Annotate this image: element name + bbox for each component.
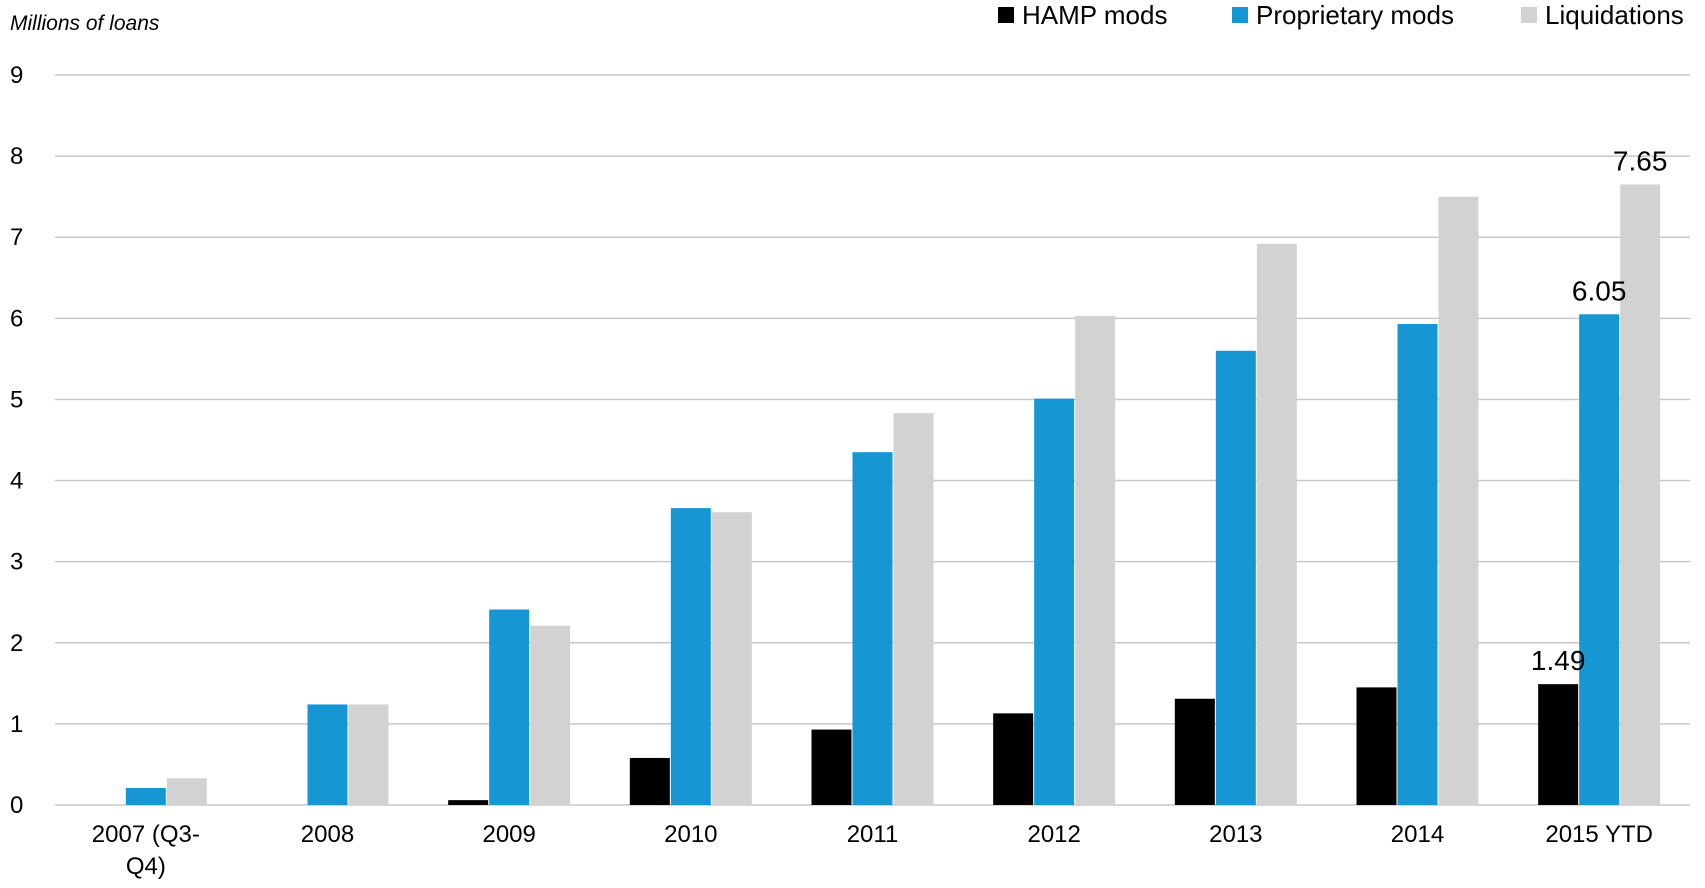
y-axis-ticks: 0 1 2 3 4 5 6 7 8 9 <box>10 62 23 819</box>
bar <box>1397 324 1438 805</box>
data-labels: 1.49 6.05 7.65 <box>1531 146 1668 677</box>
data-label: 1.49 <box>1531 645 1586 676</box>
y-tick-label: 0 <box>10 792 23 819</box>
bars <box>125 184 1661 805</box>
y-tick-label: 6 <box>10 305 23 332</box>
x-tick-label: 2015 YTD <box>1545 821 1653 848</box>
bar <box>1579 314 1620 805</box>
bar <box>1174 698 1215 805</box>
bar <box>125 787 166 805</box>
x-tick-label: 2008 <box>301 821 354 848</box>
legend-label: Liquidations <box>1545 0 1684 30</box>
bar <box>893 413 934 805</box>
bar <box>852 452 893 805</box>
bar <box>670 508 711 805</box>
bar <box>348 704 389 805</box>
bar <box>1356 687 1397 805</box>
bar <box>1620 184 1661 805</box>
bar <box>1538 684 1579 805</box>
x-tick-label: 2009 <box>482 821 535 848</box>
x-tick-label-line: 2011 <box>847 821 899 848</box>
y-tick-label: 7 <box>10 224 23 251</box>
data-label: 6.05 <box>1572 275 1627 306</box>
y-axis-label: Millions of loans <box>10 12 160 35</box>
x-tick-label: 2012 <box>1027 821 1080 848</box>
legend-label: HAMP mods <box>1022 0 1167 30</box>
legend-label: Proprietary mods <box>1256 0 1454 30</box>
bar <box>1215 350 1256 805</box>
y-tick-label: 5 <box>10 386 23 413</box>
x-tick-label-line: Q4) <box>126 853 166 880</box>
bar <box>448 800 489 805</box>
x-tick-label-line: 2013 <box>1209 821 1262 848</box>
y-tick-label: 1 <box>10 711 23 738</box>
bar <box>1034 398 1075 805</box>
x-tick-label-line: 2015 YTD <box>1545 821 1653 848</box>
bar <box>993 713 1034 805</box>
x-tick-label: 2014 <box>1391 821 1444 848</box>
x-tick-label: 2010 <box>664 821 717 848</box>
y-tick-label: 3 <box>10 549 23 576</box>
bar <box>711 512 752 805</box>
x-tick-label-line: 2014 <box>1391 821 1444 848</box>
y-tick-label: 4 <box>10 468 23 495</box>
x-tick-label: 2011 <box>847 821 899 848</box>
x-tick-label-line: 2007 (Q3- <box>92 821 200 848</box>
y-tick-label: 8 <box>10 143 23 170</box>
x-tick-label-line: 2009 <box>482 821 535 848</box>
legend-swatch <box>1521 7 1537 23</box>
bar <box>811 729 852 805</box>
bar <box>1075 315 1116 805</box>
legend: HAMP mods Proprietary mods Liquidations <box>998 0 1684 30</box>
bar <box>629 757 670 805</box>
bar <box>1256 243 1297 805</box>
y-tick-label: 9 <box>10 62 23 89</box>
legend-swatch <box>1232 7 1248 23</box>
y-tick-label: 2 <box>10 630 23 657</box>
x-tick-label-line: 2010 <box>664 821 717 848</box>
bar <box>307 704 348 805</box>
x-tick-label: 2007 (Q3- Q4) <box>92 821 200 880</box>
data-label: 7.65 <box>1613 146 1668 177</box>
bar <box>166 778 207 805</box>
x-tick-label-line: 2008 <box>301 821 354 848</box>
bar <box>1438 196 1479 805</box>
x-tick-label-line: 2012 <box>1027 821 1080 848</box>
legend-swatch <box>998 7 1014 23</box>
bar <box>489 609 530 805</box>
x-axis-ticks: 2007 (Q3- Q4) 2008 2009 2010 2011 2012 2013 2014… <box>92 821 1653 880</box>
x-tick-label: 2013 <box>1209 821 1262 848</box>
bar <box>530 625 571 805</box>
